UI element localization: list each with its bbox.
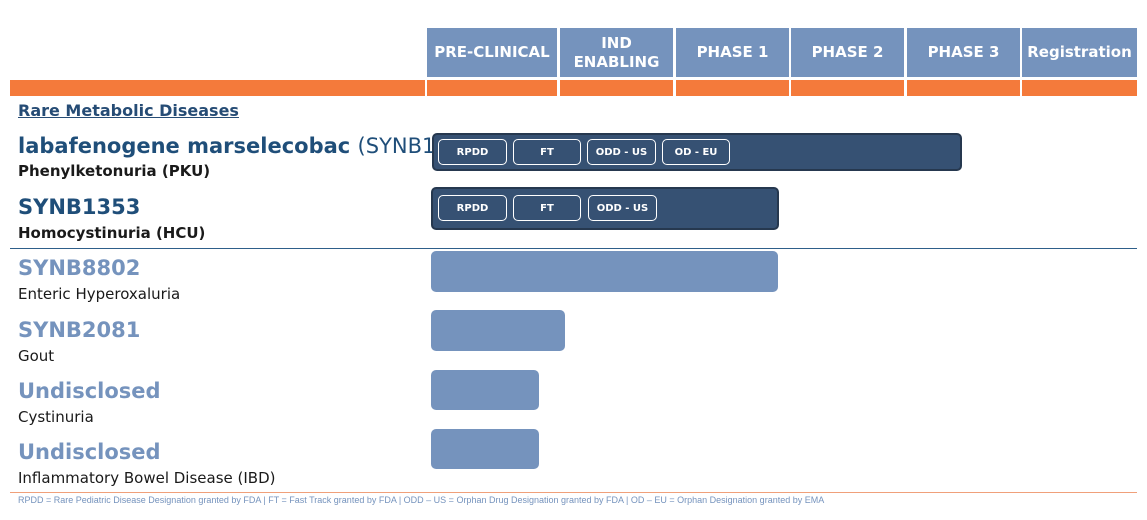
phase-header-phase1: PHASE 1: [676, 28, 789, 77]
section-title: Rare Metabolic Diseases: [18, 101, 239, 120]
badge-od-eu: OD - EU: [662, 139, 730, 165]
program-indication: Homocystinuria (HCU): [18, 224, 206, 242]
orange-band-label-area: [10, 80, 425, 96]
phase-header-phase3: PHASE 3: [907, 28, 1020, 77]
pipeline-bar: RPDD FT ODD - US: [431, 187, 779, 230]
badge-odd-us: ODD - US: [587, 139, 656, 165]
program-indication: Cystinuria: [18, 408, 94, 426]
phase-header-ind-enabling: IND ENABLING: [560, 28, 673, 77]
badge-ft: FT: [513, 195, 581, 221]
program-indication: Phenylketonuria (PKU): [18, 162, 211, 180]
orange-band-preclinical: [427, 80, 557, 96]
orange-band-registration: [1022, 80, 1137, 96]
orange-band-phase1: [676, 80, 789, 96]
program-name: Undisclosed: [18, 379, 161, 403]
pipeline-bar: RPDD FT ODD - US OD - EU: [432, 133, 962, 171]
footnote: RPDD = Rare Pediatric Disease Designatio…: [18, 495, 825, 505]
pipeline-bar: [431, 429, 539, 469]
program-indication: Gout: [18, 347, 55, 365]
badge-ft: FT: [513, 139, 581, 165]
section-divider: [10, 248, 1137, 249]
badge-rpdd: RPDD: [438, 139, 507, 165]
pipeline-bar: [431, 370, 539, 410]
phase-header-preclinical: PRE-CLINICAL: [427, 28, 557, 77]
program-indication: Inflammatory Bowel Disease (IBD): [18, 469, 276, 487]
orange-band-phase2: [791, 80, 904, 96]
badge-odd-us: ODD - US: [588, 195, 657, 221]
program-name: labafenogene marselecobac (SYNB1934): [18, 134, 484, 158]
program-name-text: labafenogene marselecobac: [18, 134, 351, 158]
pipeline-bar: [431, 310, 565, 351]
program-name: Undisclosed: [18, 440, 161, 464]
badge-rpdd: RPDD: [438, 195, 507, 221]
program-name: SYNB8802: [18, 256, 141, 280]
orange-band-ind: [560, 80, 673, 96]
program-name: SYNB1353: [18, 195, 141, 219]
footer-divider: [10, 492, 1137, 493]
program-indication: Enteric Hyperoxaluria: [18, 285, 181, 303]
phase-header-registration: Registration: [1022, 28, 1137, 77]
orange-band-phase3: [907, 80, 1020, 96]
phase-header-phase2: PHASE 2: [791, 28, 904, 77]
pipeline-bar: [431, 251, 778, 292]
program-name: SYNB2081: [18, 318, 141, 342]
